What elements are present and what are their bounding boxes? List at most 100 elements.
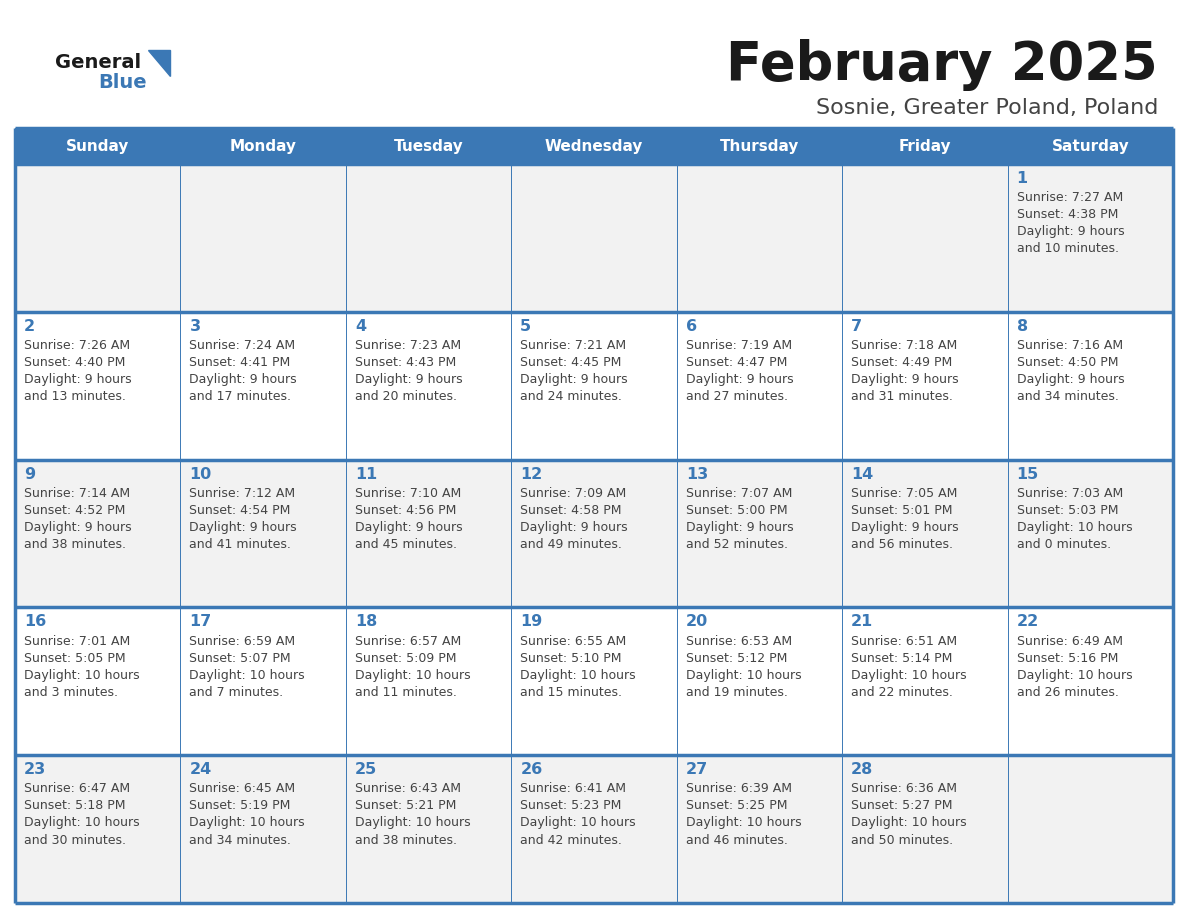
Text: and 34 minutes.: and 34 minutes.: [1017, 390, 1118, 403]
Text: Daylight: 9 hours: Daylight: 9 hours: [851, 373, 959, 386]
Bar: [1007, 608, 1173, 756]
Text: 15: 15: [1017, 466, 1038, 482]
Text: Daylight: 10 hours: Daylight: 10 hours: [1017, 668, 1132, 682]
Text: Sunday: Sunday: [67, 139, 129, 153]
Text: and 11 minutes.: and 11 minutes.: [355, 686, 456, 699]
Text: Sunrise: 6:45 AM: Sunrise: 6:45 AM: [189, 782, 296, 795]
Text: and 38 minutes.: and 38 minutes.: [355, 834, 457, 846]
Text: Sunset: 4:41 PM: Sunset: 4:41 PM: [189, 356, 291, 369]
Text: and 17 minutes.: and 17 minutes.: [189, 390, 291, 403]
Text: Sunrise: 6:43 AM: Sunrise: 6:43 AM: [355, 782, 461, 795]
Bar: [346, 312, 511, 460]
Text: Sunrise: 6:39 AM: Sunrise: 6:39 AM: [685, 782, 791, 795]
Text: 6: 6: [685, 319, 697, 334]
Text: 5: 5: [520, 319, 531, 334]
Text: Daylight: 10 hours: Daylight: 10 hours: [24, 668, 140, 682]
Bar: [181, 608, 346, 756]
Bar: [15, 756, 181, 903]
Text: and 3 minutes.: and 3 minutes.: [24, 686, 118, 699]
Text: Sunset: 5:05 PM: Sunset: 5:05 PM: [24, 652, 126, 665]
Text: Daylight: 9 hours: Daylight: 9 hours: [520, 373, 628, 386]
Text: Sunset: 5:27 PM: Sunset: 5:27 PM: [851, 800, 953, 812]
Text: and 24 minutes.: and 24 minutes.: [520, 390, 623, 403]
Text: Daylight: 9 hours: Daylight: 9 hours: [1017, 373, 1124, 386]
Text: Sunset: 5:19 PM: Sunset: 5:19 PM: [189, 800, 291, 812]
Bar: [677, 164, 842, 312]
Text: Tuesday: Tuesday: [393, 139, 463, 153]
Text: 17: 17: [189, 614, 211, 630]
Text: 12: 12: [520, 466, 543, 482]
Text: Sunrise: 6:51 AM: Sunrise: 6:51 AM: [851, 634, 958, 647]
Text: Saturday: Saturday: [1051, 139, 1129, 153]
Text: Sunrise: 7:14 AM: Sunrise: 7:14 AM: [24, 487, 131, 499]
Bar: [511, 608, 677, 756]
Text: 16: 16: [24, 614, 46, 630]
Text: Sunset: 4:54 PM: Sunset: 4:54 PM: [189, 504, 291, 517]
Text: Sunrise: 6:49 AM: Sunrise: 6:49 AM: [1017, 634, 1123, 647]
Bar: [15, 460, 181, 608]
Text: 21: 21: [851, 614, 873, 630]
Text: and 27 minutes.: and 27 minutes.: [685, 390, 788, 403]
Text: Daylight: 9 hours: Daylight: 9 hours: [685, 373, 794, 386]
Text: and 22 minutes.: and 22 minutes.: [851, 686, 953, 699]
Text: Daylight: 10 hours: Daylight: 10 hours: [520, 816, 636, 830]
Text: and 15 minutes.: and 15 minutes.: [520, 686, 623, 699]
Text: 10: 10: [189, 466, 211, 482]
Text: Daylight: 9 hours: Daylight: 9 hours: [1017, 225, 1124, 239]
Text: and 31 minutes.: and 31 minutes.: [851, 390, 953, 403]
Text: Sunset: 4:52 PM: Sunset: 4:52 PM: [24, 504, 126, 517]
Text: and 34 minutes.: and 34 minutes.: [189, 834, 291, 846]
Bar: [511, 164, 677, 312]
Text: Sunrise: 7:03 AM: Sunrise: 7:03 AM: [1017, 487, 1123, 499]
Text: Daylight: 10 hours: Daylight: 10 hours: [851, 668, 967, 682]
Bar: [181, 164, 346, 312]
Text: 25: 25: [355, 762, 377, 778]
Text: 27: 27: [685, 762, 708, 778]
Text: Daylight: 9 hours: Daylight: 9 hours: [24, 521, 132, 534]
Bar: [842, 164, 1007, 312]
Text: and 45 minutes.: and 45 minutes.: [355, 538, 457, 551]
Text: Daylight: 10 hours: Daylight: 10 hours: [685, 816, 802, 830]
Text: Daylight: 9 hours: Daylight: 9 hours: [189, 521, 297, 534]
Text: 18: 18: [355, 614, 377, 630]
Text: Sunset: 5:03 PM: Sunset: 5:03 PM: [1017, 504, 1118, 517]
Text: Sunset: 4:38 PM: Sunset: 4:38 PM: [1017, 208, 1118, 221]
Text: 4: 4: [355, 319, 366, 334]
Text: Sunrise: 7:16 AM: Sunrise: 7:16 AM: [1017, 339, 1123, 352]
Text: Daylight: 9 hours: Daylight: 9 hours: [520, 521, 628, 534]
Text: Sunset: 5:01 PM: Sunset: 5:01 PM: [851, 504, 953, 517]
Text: Sunset: 5:09 PM: Sunset: 5:09 PM: [355, 652, 456, 665]
Text: Daylight: 9 hours: Daylight: 9 hours: [851, 521, 959, 534]
Text: and 38 minutes.: and 38 minutes.: [24, 538, 126, 551]
Text: Sunset: 5:23 PM: Sunset: 5:23 PM: [520, 800, 621, 812]
Text: and 0 minutes.: and 0 minutes.: [1017, 538, 1111, 551]
Bar: [15, 608, 181, 756]
Text: Sosnie, Greater Poland, Poland: Sosnie, Greater Poland, Poland: [816, 98, 1158, 118]
Text: Sunrise: 6:41 AM: Sunrise: 6:41 AM: [520, 782, 626, 795]
Text: Sunrise: 7:21 AM: Sunrise: 7:21 AM: [520, 339, 626, 352]
Text: Daylight: 10 hours: Daylight: 10 hours: [851, 816, 967, 830]
Text: Daylight: 10 hours: Daylight: 10 hours: [520, 668, 636, 682]
Text: 8: 8: [1017, 319, 1028, 334]
Text: 14: 14: [851, 466, 873, 482]
Text: Sunset: 5:00 PM: Sunset: 5:00 PM: [685, 504, 788, 517]
Text: Sunset: 4:56 PM: Sunset: 4:56 PM: [355, 504, 456, 517]
Text: Daylight: 10 hours: Daylight: 10 hours: [24, 816, 140, 830]
Text: and 19 minutes.: and 19 minutes.: [685, 686, 788, 699]
Text: Daylight: 10 hours: Daylight: 10 hours: [1017, 521, 1132, 534]
Bar: [181, 460, 346, 608]
Text: Wednesday: Wednesday: [545, 139, 643, 153]
Text: and 20 minutes.: and 20 minutes.: [355, 390, 457, 403]
Text: Daylight: 9 hours: Daylight: 9 hours: [24, 373, 132, 386]
Text: Sunrise: 6:59 AM: Sunrise: 6:59 AM: [189, 634, 296, 647]
Text: Sunset: 5:16 PM: Sunset: 5:16 PM: [1017, 652, 1118, 665]
Text: and 56 minutes.: and 56 minutes.: [851, 538, 953, 551]
Bar: [346, 608, 511, 756]
Text: Sunrise: 7:18 AM: Sunrise: 7:18 AM: [851, 339, 958, 352]
Bar: [1007, 460, 1173, 608]
Text: Sunset: 4:49 PM: Sunset: 4:49 PM: [851, 356, 953, 369]
Text: Sunrise: 7:26 AM: Sunrise: 7:26 AM: [24, 339, 131, 352]
Text: Sunrise: 6:36 AM: Sunrise: 6:36 AM: [851, 782, 958, 795]
Text: Sunset: 5:21 PM: Sunset: 5:21 PM: [355, 800, 456, 812]
Bar: [511, 312, 677, 460]
